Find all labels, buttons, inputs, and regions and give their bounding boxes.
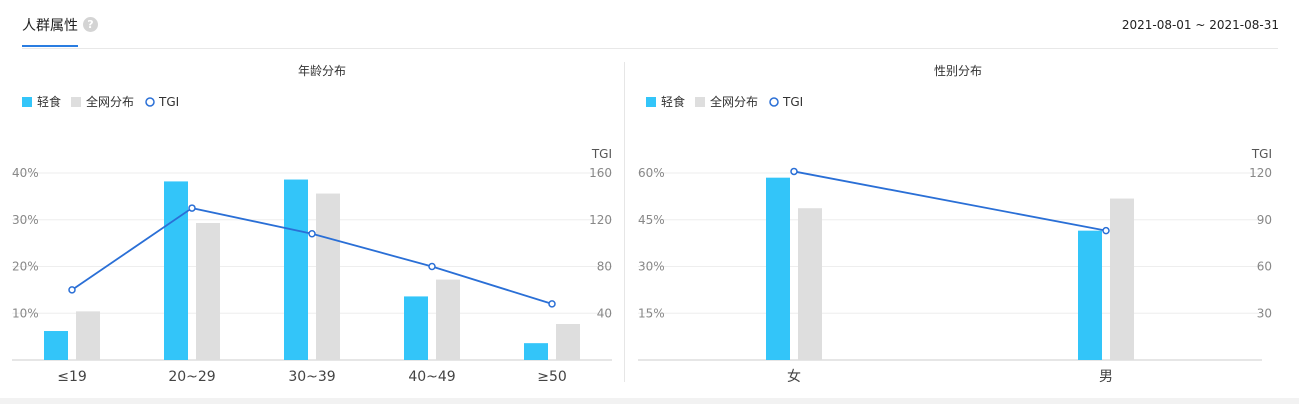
- bar-series-1: [766, 177, 790, 360]
- tgi-line: [793, 170, 1107, 232]
- tgi-point: [428, 262, 436, 271]
- legend-swatch-tgi: [769, 97, 779, 107]
- x-tick-label: 男: [1099, 369, 1113, 385]
- chart-divider: [624, 62, 625, 382]
- legend-label-series-2: 全网分布: [86, 94, 134, 109]
- legend-swatch-series-2: [695, 97, 705, 107]
- tgi-point: [790, 167, 798, 176]
- y-right-axis-label: TGI: [1251, 147, 1272, 161]
- x-tick-label: 40~49: [408, 369, 455, 385]
- bar-series-2: [1110, 198, 1134, 360]
- y-left-tick-label: 15%: [638, 306, 665, 320]
- bar-series-1: [284, 179, 308, 360]
- legend-label-series-1: 轻食: [37, 94, 61, 109]
- question-circle-icon[interactable]: ?: [83, 17, 98, 32]
- bar-series-2: [316, 193, 340, 360]
- legend-swatch-series-1: [646, 97, 656, 107]
- tgi-point: [188, 204, 196, 212]
- y-left-tick-label: 30%: [12, 213, 39, 227]
- y-left-tick-label: 30%: [638, 260, 665, 274]
- bar-series-1: [524, 343, 548, 360]
- legend-label-series-2: 全网分布: [710, 94, 758, 109]
- y-right-tick-label: 160: [589, 166, 612, 180]
- y-right-tick-label: 80: [597, 260, 612, 274]
- tab-crowd-attributes[interactable]: 人群属性: [22, 18, 78, 34]
- bar-series-2: [76, 311, 100, 360]
- y-right-tick-label: 30: [1257, 306, 1272, 320]
- bar-series-1: [164, 181, 188, 360]
- y-left-tick-label: 20%: [12, 260, 39, 274]
- y-right-tick-label: 90: [1257, 213, 1272, 227]
- y-left-tick-label: 60%: [638, 166, 665, 180]
- bar-series-2: [196, 223, 220, 360]
- chart-title: 年龄分布: [298, 64, 346, 78]
- tgi-point: [68, 286, 76, 294]
- date-range: 2021-08-01 ~ 2021-08-31: [1121, 18, 1279, 32]
- x-tick-label: ≤19: [57, 369, 87, 385]
- panel-header: 人群属性 ? 2021-08-01 ~ 2021-08-31: [0, 0, 1299, 49]
- tgi-line: [71, 207, 553, 305]
- bar-series-2: [436, 279, 460, 360]
- y-right-axis-label: TGI: [591, 147, 612, 161]
- y-right-tick-label: 60: [1257, 260, 1272, 274]
- legend-label-tgi: TGI: [158, 95, 179, 109]
- y-right-tick-label: 120: [1249, 166, 1272, 180]
- chart-title: 性别分布: [934, 64, 982, 78]
- tgi-point: [308, 230, 316, 238]
- tgi-point: [548, 300, 556, 308]
- bar-series-1: [1078, 230, 1102, 360]
- bar-series-1: [404, 296, 428, 360]
- y-left-tick-label: 45%: [638, 213, 665, 227]
- bar-series-2: [798, 208, 822, 360]
- y-left-tick-label: 10%: [12, 306, 39, 320]
- header-divider: [22, 48, 1278, 49]
- legend-swatch-series-2: [71, 97, 81, 107]
- bar-series-1: [44, 331, 68, 360]
- x-tick-label: 女: [787, 368, 801, 385]
- y-right-tick-label: 120: [589, 213, 612, 227]
- x-tick-label: 30~39: [288, 369, 335, 385]
- active-tab-indicator: [22, 45, 78, 47]
- legend-swatch-tgi: [145, 97, 155, 107]
- bar-series-2: [556, 324, 580, 360]
- legend-label-tgi: TGI: [782, 95, 803, 109]
- y-left-tick-label: 40%: [12, 166, 39, 180]
- tgi-point: [1102, 226, 1110, 235]
- bottom-band: [0, 398, 1299, 404]
- y-right-tick-label: 40: [597, 306, 612, 320]
- legend-swatch-series-1: [22, 97, 32, 107]
- x-tick-label: ≥50: [537, 369, 567, 385]
- legend-label-series-1: 轻食: [661, 94, 685, 109]
- x-tick-label: 20~29: [168, 369, 215, 385]
